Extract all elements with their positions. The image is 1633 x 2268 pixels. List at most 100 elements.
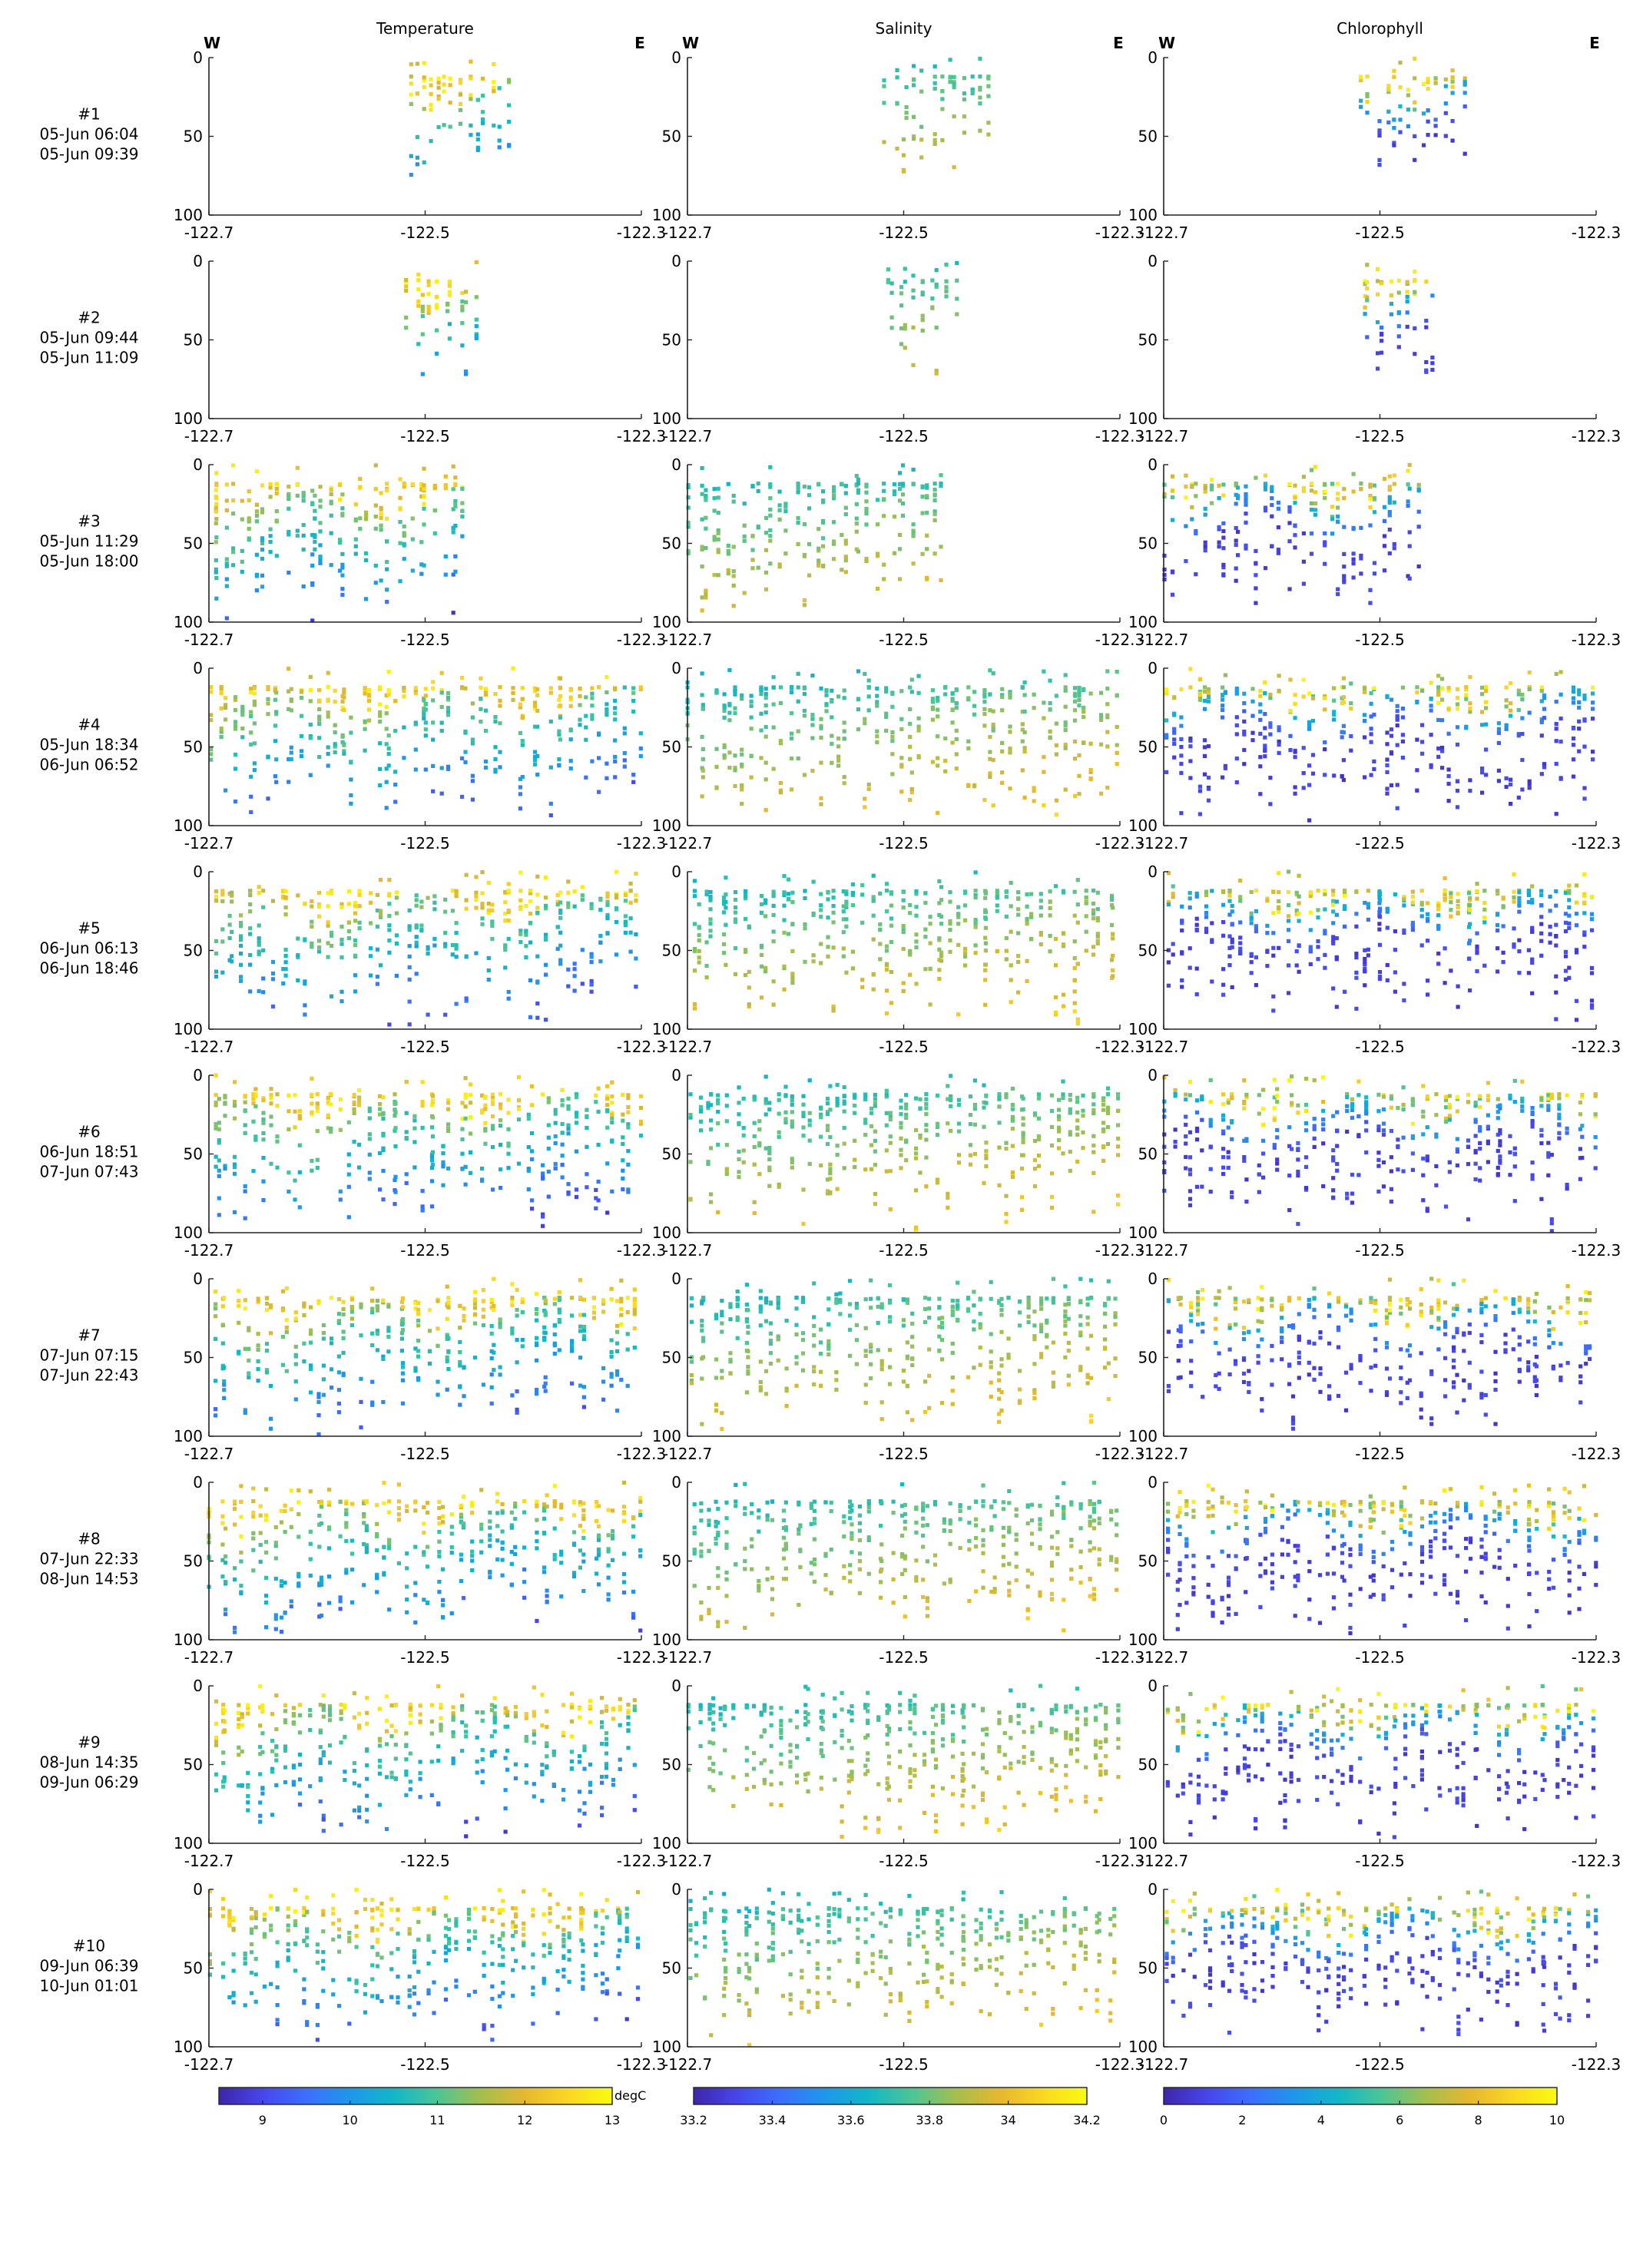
point (414, 940, 419, 945)
point (301, 494, 306, 498)
point (1365, 111, 1370, 115)
point (704, 515, 708, 520)
point (778, 790, 783, 795)
point (782, 987, 787, 992)
point (439, 670, 444, 675)
point (1072, 965, 1077, 970)
point (460, 1127, 465, 1131)
point (1271, 953, 1276, 958)
point (532, 688, 538, 693)
point (1387, 488, 1392, 492)
x-tick-label: -122.3 (1572, 427, 1621, 445)
point (895, 68, 899, 72)
point (932, 482, 937, 486)
point (1366, 953, 1370, 958)
point (1091, 945, 1096, 949)
point (944, 289, 949, 293)
point (261, 1137, 266, 1142)
point (759, 995, 764, 1000)
point (886, 267, 890, 272)
point (1377, 898, 1383, 902)
point (429, 83, 433, 88)
data-points (882, 56, 991, 174)
point (1223, 673, 1227, 677)
point (914, 1127, 919, 1133)
point (426, 304, 431, 309)
point (911, 531, 916, 535)
point (699, 1095, 704, 1100)
point (733, 689, 737, 694)
point (409, 92, 413, 97)
point (1184, 1154, 1188, 1159)
point (453, 554, 458, 558)
point (771, 725, 776, 730)
point (366, 687, 372, 693)
point (346, 889, 351, 894)
point (1179, 770, 1184, 775)
point (771, 929, 776, 934)
point (1389, 697, 1394, 702)
point (555, 892, 560, 897)
point (224, 705, 228, 710)
point (1450, 79, 1455, 84)
point (844, 899, 849, 904)
point (373, 526, 378, 531)
point (844, 917, 849, 922)
point (796, 757, 800, 761)
point (432, 484, 437, 488)
point (796, 685, 800, 690)
point (863, 1092, 868, 1097)
point (984, 1101, 989, 1105)
point (1359, 482, 1363, 486)
point (742, 591, 747, 595)
point (1184, 485, 1188, 489)
point (930, 717, 935, 722)
point (219, 735, 224, 740)
point (1053, 995, 1058, 1000)
point (1036, 1164, 1042, 1168)
point (944, 294, 949, 299)
point (1244, 546, 1248, 551)
point (217, 1138, 221, 1143)
data-points (1162, 462, 1421, 605)
point (1072, 793, 1078, 798)
point (1187, 1189, 1193, 1194)
point (807, 493, 812, 498)
point (923, 927, 928, 932)
point (214, 1101, 218, 1105)
point (628, 949, 633, 954)
point (214, 975, 219, 979)
point (507, 103, 512, 108)
point (342, 690, 346, 695)
point (308, 722, 313, 727)
point (1349, 748, 1353, 753)
point (1038, 906, 1043, 910)
point (453, 505, 458, 509)
point (1386, 88, 1391, 92)
point (275, 1104, 280, 1108)
point (878, 922, 883, 927)
point (247, 526, 251, 531)
point (786, 877, 791, 882)
point (605, 702, 609, 707)
y-tick-label: 0 (1148, 455, 1158, 474)
point (313, 535, 317, 539)
point (888, 1114, 893, 1118)
point (1021, 1140, 1025, 1144)
point (1057, 1098, 1062, 1102)
point (782, 964, 787, 968)
point (469, 133, 473, 137)
point (819, 726, 823, 730)
point (1234, 538, 1238, 543)
point (407, 928, 412, 932)
point (1263, 473, 1268, 478)
point (385, 560, 389, 565)
point (1287, 482, 1292, 487)
point (503, 911, 508, 916)
point (429, 1179, 435, 1184)
point (553, 1121, 558, 1125)
point (1309, 508, 1314, 512)
point (1509, 681, 1513, 686)
point (686, 525, 691, 529)
